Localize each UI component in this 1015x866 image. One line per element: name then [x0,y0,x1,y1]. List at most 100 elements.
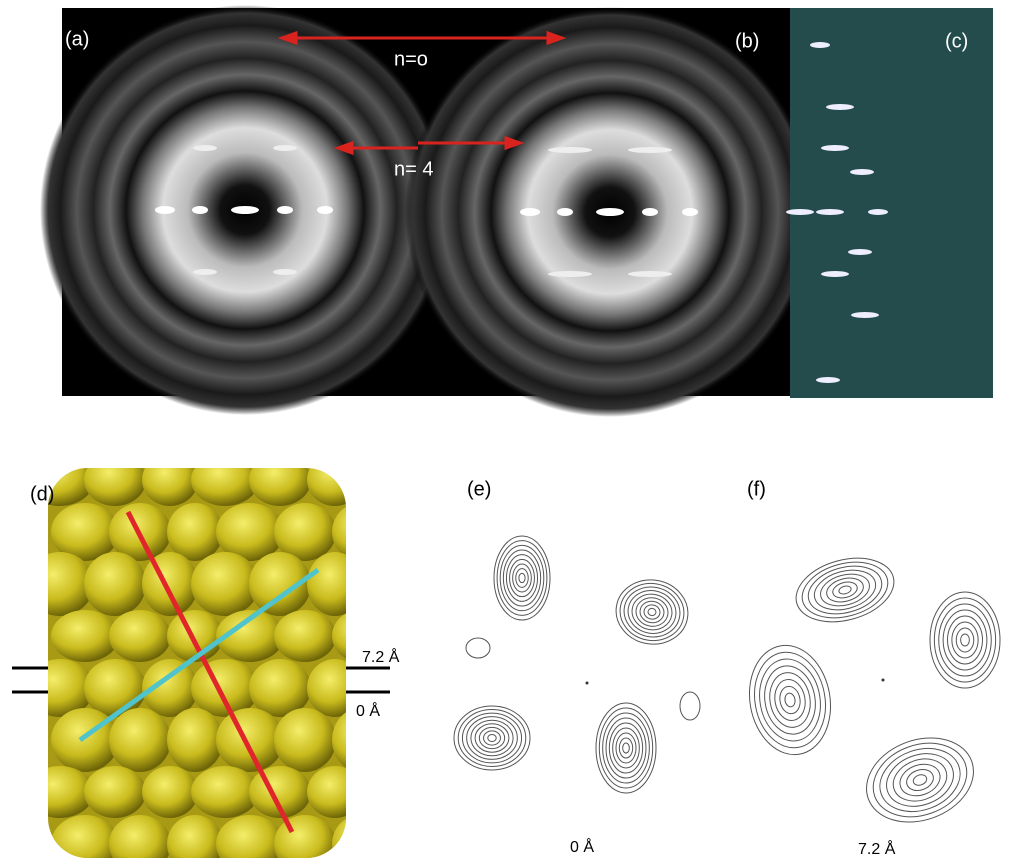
blob [274,610,336,662]
spot [642,208,658,216]
layer-line-panel [790,8,993,398]
panel-label: (b) [735,30,759,52]
spot [231,206,259,214]
contour [680,692,700,720]
contour [494,536,550,620]
contour [895,759,944,801]
caption: 0 Å [570,837,594,856]
blob [109,610,171,662]
spot [155,206,175,214]
spot [682,208,698,216]
height-label: 7.2 Å [362,647,400,666]
annotation: n= 4 [394,158,433,180]
streak [786,209,814,215]
contour [904,766,937,794]
streak [816,209,844,215]
contour [638,599,665,624]
contour [838,585,852,595]
blob [51,610,119,662]
panel-label: (c) [945,30,968,52]
spot [557,208,573,216]
contour [930,592,1000,688]
contour [606,718,646,778]
contour [956,628,974,652]
contour [778,685,802,716]
contour [484,731,501,745]
contour [634,595,670,629]
contour [454,706,530,770]
spot [317,206,333,214]
axis-dot [586,682,589,685]
contour [912,773,928,787]
contour [609,723,642,773]
blob [249,454,311,506]
contour [948,616,983,664]
blob [167,708,223,772]
contour [887,752,952,808]
contour [458,710,526,767]
spot [628,271,672,277]
contour [488,734,496,741]
contour-maps [454,536,1000,836]
spot [193,269,217,275]
contour [943,610,987,670]
blob [84,766,146,818]
spot [273,269,297,275]
contour [497,541,547,616]
contour [766,669,815,730]
caption: 7.2 Å [858,839,896,858]
contour [503,550,540,606]
blob [142,766,198,818]
contour [817,569,873,611]
contour [506,555,537,602]
streak [848,249,872,255]
blob [307,766,363,818]
contour [613,728,640,768]
panel-label: (f) [747,478,766,500]
contour [831,580,859,601]
panel-label: (a) [65,28,89,50]
spot [192,206,208,214]
blob [307,552,363,616]
contour [647,608,656,616]
contour [643,604,661,621]
spot [520,208,540,216]
blob [26,552,94,616]
streak [821,271,849,277]
streak [826,104,854,110]
contour [466,638,490,658]
contour [623,743,630,753]
blob [167,503,223,561]
contour [863,731,977,830]
contour [516,569,528,588]
contour [784,692,796,707]
contour [599,708,652,788]
contour [939,604,992,676]
contour [467,717,518,760]
contour [510,559,535,596]
blob [84,454,146,506]
blob [307,454,363,506]
contour [824,574,866,605]
contour [961,634,970,646]
spot [596,208,624,216]
blob [142,454,198,506]
annotation: n=o [394,48,428,70]
blob [191,552,259,616]
contour [611,574,693,650]
streak [810,42,830,48]
streak [868,209,888,215]
contour [596,703,656,793]
blob [142,552,198,616]
panel-label: (e) [467,478,491,500]
blob [191,766,259,818]
blob [167,610,223,662]
contour [789,548,901,632]
blob [191,454,259,506]
figure: (a) (b) (c) n=o n= 4 (d) 7.2 Å 0 Å (e) (… [0,0,1015,861]
contour [519,573,525,582]
contour [475,724,509,752]
contour [772,677,809,723]
panel-label: (d) [30,483,54,505]
spot [628,147,672,153]
